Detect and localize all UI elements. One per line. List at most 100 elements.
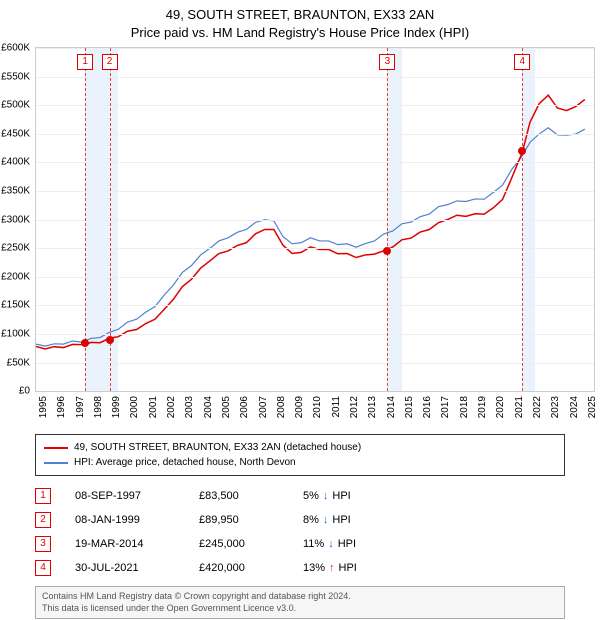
- y-tick-label: £300K: [0, 214, 30, 225]
- x-tick-label: 2020: [495, 396, 506, 418]
- footer-line-2: This data is licensed under the Open Gov…: [42, 603, 558, 615]
- sale-delta-suffix: HPI: [338, 538, 356, 550]
- x-tick-label: 2011: [331, 396, 342, 418]
- sale-row: 2 08-JAN-1999 £89,950 8% ↓HPI: [35, 508, 565, 532]
- y-tick-label: £150K: [0, 300, 30, 311]
- sale-row-price: £83,500: [199, 490, 279, 502]
- y-tick-label: £500K: [0, 100, 30, 111]
- x-tick-label: 2014: [386, 396, 397, 418]
- y-gridline: [36, 162, 594, 163]
- sale-row-date: 19-MAR-2014: [75, 538, 175, 550]
- x-tick-label: 2018: [459, 396, 470, 418]
- y-gridline: [36, 105, 594, 106]
- sales-table: 108-SEP-1997£83,5005%↓HPI208-JAN-1999£89…: [35, 484, 565, 580]
- sale-row-number: 3: [35, 536, 51, 552]
- x-tick-label: 2022: [532, 396, 543, 418]
- sale-delta-pct: 8%: [303, 514, 319, 526]
- sale-delta-pct: 5%: [303, 490, 319, 502]
- x-tick-label: 2016: [422, 396, 433, 418]
- sale-delta-suffix: HPI: [332, 514, 350, 526]
- y-tick-label: £200K: [0, 271, 30, 282]
- x-tick-label: 2012: [349, 396, 360, 418]
- x-tick-label: 2009: [294, 396, 305, 418]
- footer-line-1: Contains HM Land Registry data © Crown c…: [42, 591, 558, 603]
- arrow-down-icon: ↓: [328, 538, 334, 550]
- legend-item: 49, SOUTH STREET, BRAUNTON, EX33 2AN (de…: [44, 440, 556, 455]
- y-gridline: [36, 77, 594, 78]
- x-tick-label: 2023: [550, 396, 561, 418]
- x-axis-ticks: 1995199619971998199920002001200220032004…: [35, 392, 595, 428]
- sale-marker-badge: 3: [379, 54, 395, 70]
- x-tick-label: 2010: [312, 396, 323, 418]
- x-tick-label: 2013: [367, 396, 378, 418]
- sale-dashed-line: [387, 48, 388, 391]
- x-tick-label: 2008: [276, 396, 287, 418]
- x-tick-label: 2004: [203, 396, 214, 418]
- x-tick-label: 1999: [111, 396, 122, 418]
- x-tick-label: 2000: [129, 396, 140, 418]
- sale-dashed-line: [522, 48, 523, 391]
- x-tick-label: 2015: [404, 396, 415, 418]
- sale-marker-badge: 2: [102, 54, 118, 70]
- x-tick-label: 2003: [184, 396, 195, 418]
- x-tick-label: 1997: [75, 396, 86, 418]
- legend-label: 49, SOUTH STREET, BRAUNTON, EX33 2AN (de…: [74, 440, 361, 455]
- sale-marker-badge: 4: [514, 54, 530, 70]
- sale-row-number: 2: [35, 512, 51, 528]
- sale-row-delta: 5% ↓HPI: [303, 490, 351, 502]
- title-line-2: Price paid vs. HM Land Registry's House …: [0, 24, 600, 42]
- sale-row: 1 08-SEP-1997 £83,500 5% ↓HPI: [35, 484, 565, 508]
- sale-row-number: 4: [35, 560, 51, 576]
- chart-legend: 49, SOUTH STREET, BRAUNTON, EX33 2AN (de…: [35, 434, 565, 476]
- y-tick-label: £550K: [0, 71, 30, 82]
- y-tick-label: £50K: [0, 357, 30, 368]
- sale-point: [106, 336, 114, 344]
- x-tick-label: 2017: [440, 396, 451, 418]
- sale-row-date: 30-JUL-2021: [75, 562, 175, 574]
- y-tick-label: £450K: [0, 128, 30, 139]
- y-gridline: [36, 363, 594, 364]
- x-tick-label: 1995: [38, 396, 49, 418]
- sale-row-price: £420,000: [199, 562, 279, 574]
- y-gridline: [36, 248, 594, 249]
- sale-row-number: 1: [35, 488, 51, 504]
- x-tick-label: 2001: [148, 396, 159, 418]
- sale-row-date: 08-JAN-1999: [75, 514, 175, 526]
- sale-row: 4 30-JUL-2021 £420,000 13%↑HPI: [35, 556, 565, 580]
- x-tick-label: 2024: [569, 396, 580, 418]
- y-gridline: [36, 134, 594, 135]
- x-tick-label: 2005: [221, 396, 232, 418]
- legend-item: HPI: Average price, detached house, Nort…: [44, 455, 556, 470]
- y-tick-label: £250K: [0, 243, 30, 254]
- sale-delta-suffix: HPI: [339, 562, 357, 574]
- y-tick-label: £400K: [0, 157, 30, 168]
- y-gridline: [36, 334, 594, 335]
- legend-swatch: [44, 447, 68, 449]
- sale-row: 319-MAR-2014£245,00011%↓HPI: [35, 532, 565, 556]
- sale-row-delta: 13%↑HPI: [303, 562, 357, 574]
- y-gridline: [36, 220, 594, 221]
- y-gridline: [36, 305, 594, 306]
- sale-row-date: 08-SEP-1997: [75, 490, 175, 502]
- sale-row-price: £245,000: [199, 538, 279, 550]
- sale-row-delta: 11%↓HPI: [303, 538, 356, 550]
- y-gridline: [36, 191, 594, 192]
- sale-point: [518, 147, 526, 155]
- sale-delta-pct: 13%: [303, 562, 325, 574]
- y-tick-label: £0: [0, 386, 30, 397]
- x-tick-label: 2006: [239, 396, 250, 418]
- y-tick-label: £100K: [0, 328, 30, 339]
- sale-row-delta: 8% ↓HPI: [303, 514, 351, 526]
- y-gridline: [36, 48, 594, 49]
- y-gridline: [36, 277, 594, 278]
- title-line-1: 49, SOUTH STREET, BRAUNTON, EX33 2AN: [0, 6, 600, 24]
- sale-point: [81, 339, 89, 347]
- legend-swatch: [44, 462, 68, 464]
- y-tick-label: £350K: [0, 186, 30, 197]
- sale-delta-suffix: HPI: [332, 490, 350, 502]
- arrow-down-icon: ↓: [323, 514, 329, 526]
- sale-row-price: £89,950: [199, 514, 279, 526]
- x-tick-label: 2002: [166, 396, 177, 418]
- legend-label: HPI: Average price, detached house, Nort…: [74, 455, 296, 470]
- arrow-down-icon: ↓: [323, 490, 329, 502]
